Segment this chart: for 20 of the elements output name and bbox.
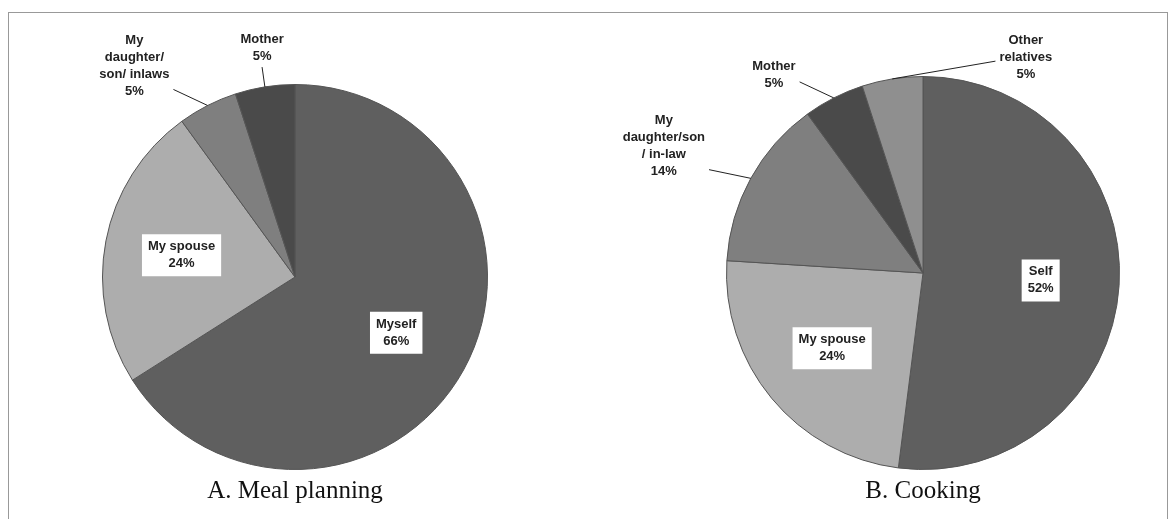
slice-label: Self [1028, 263, 1054, 279]
data-label: 24% [168, 255, 195, 271]
slice-label: Other relatives [999, 31, 1053, 64]
data-label: 5% [1016, 65, 1036, 81]
slice-label: Mother [752, 57, 796, 73]
slice-label: My spouse [147, 238, 216, 254]
data-label: 24% [819, 348, 846, 364]
text: B. Cooking [865, 475, 982, 503]
slice-label: My daughter/ son/ inlaws [99, 31, 170, 81]
data-label: 5% [125, 82, 145, 98]
data-label: 14% [650, 162, 678, 178]
slice-label: My spouse [798, 331, 866, 347]
slice-label: My daughter/son / in-law [622, 111, 706, 161]
data-label: 52% [1027, 280, 1055, 296]
text: A. Meal planning [207, 475, 384, 503]
data-label: 66% [383, 332, 410, 348]
slice-label: Myself [375, 315, 418, 331]
slice-label: Mother [240, 31, 284, 47]
data-label: 5% [764, 74, 784, 90]
data-label: 5% [252, 48, 272, 64]
